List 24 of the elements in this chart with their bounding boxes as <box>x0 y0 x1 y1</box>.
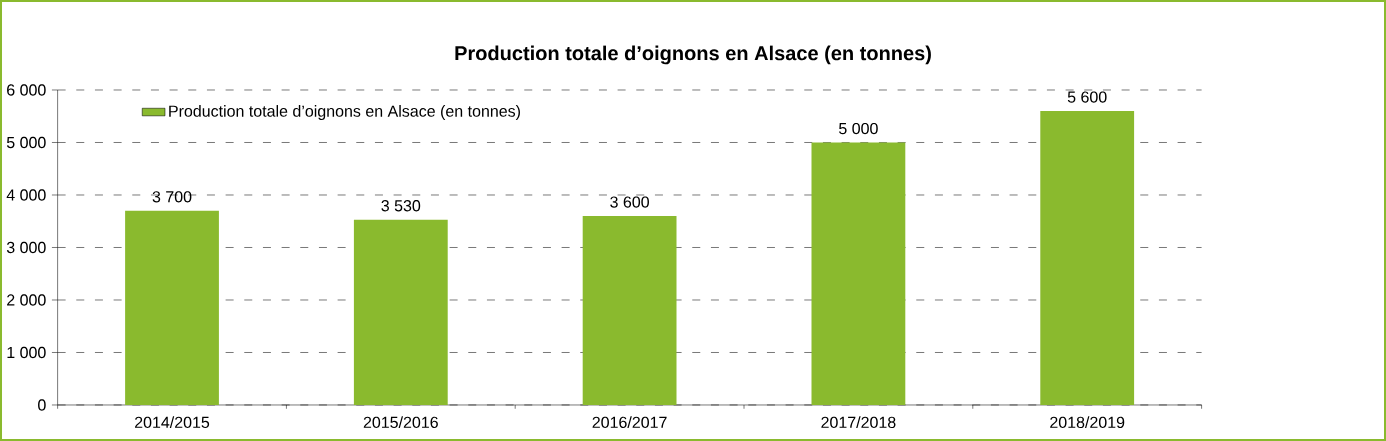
bar <box>125 210 219 405</box>
x-tick-label: 2016/2017 <box>592 416 667 429</box>
x-tick-label: 2018/2019 <box>1050 416 1125 429</box>
legend-label: Production totale d’oignons en Alsace (en tonnes) <box>169 105 520 120</box>
data-label: 5 000 <box>839 122 878 135</box>
y-tick-label: 2 000 <box>7 294 46 306</box>
y-tick-label: 6 000 <box>7 84 46 96</box>
bar <box>353 219 448 405</box>
x-tick-label: 2014/2015 <box>134 416 210 429</box>
data-label: 3 700 <box>152 191 192 203</box>
data-label: 5 600 <box>1067 91 1107 103</box>
y-tick-label: 5 000 <box>6 136 46 149</box>
bar <box>1040 111 1135 405</box>
data-label: 3 600 <box>610 196 649 208</box>
bar <box>811 142 906 405</box>
x-tick-label: 2017/2018 <box>821 416 896 429</box>
data-label: 3 530 <box>381 200 421 212</box>
y-tick-label: 3 000 <box>6 241 46 254</box>
bar <box>582 215 677 405</box>
y-tick-label: 4 000 <box>6 189 46 201</box>
x-tick-label: 2015/2016 <box>363 416 438 429</box>
chart-title: Production totale d’oignons en Alsace (en tonnes) <box>455 45 931 65</box>
y-tick-label: 0 <box>38 399 46 411</box>
y-tick-label: 1 000 <box>7 346 46 359</box>
